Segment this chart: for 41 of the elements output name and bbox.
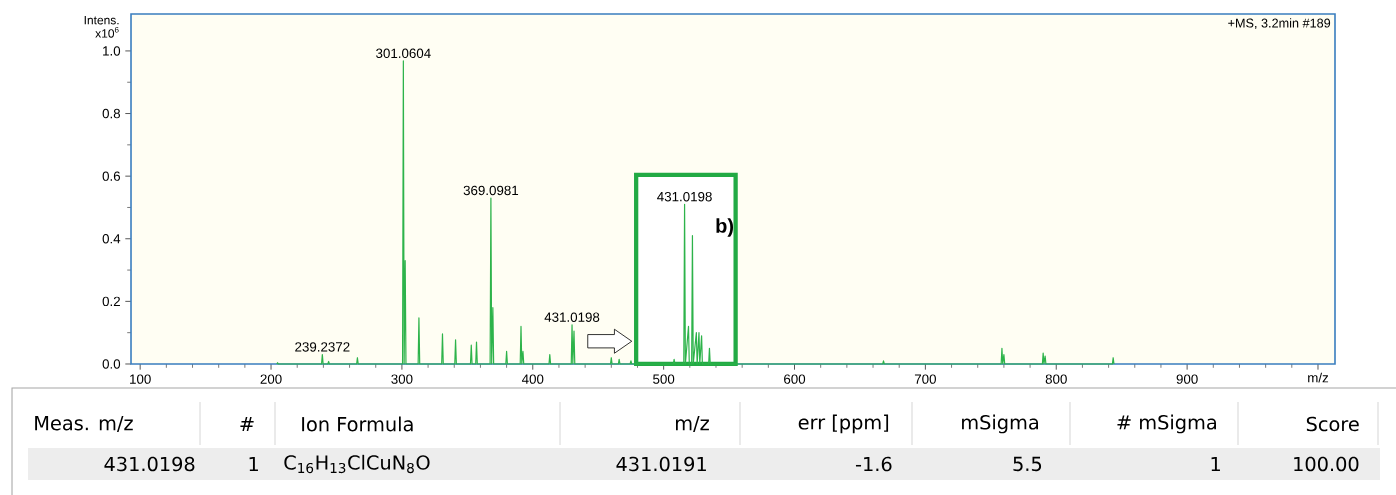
annotation: +MS, 3.2min #189 bbox=[1228, 18, 1331, 30]
x-tick-label: 100 bbox=[130, 374, 151, 384]
x-tick-label: 800 bbox=[1045, 374, 1067, 384]
line-series bbox=[276, 60, 1115, 365]
text: 431.0191 bbox=[616, 456, 706, 472]
y-tick-label: 1.0 bbox=[103, 46, 121, 56]
annotation: 239.2372 bbox=[295, 342, 350, 352]
text: # bbox=[240, 417, 254, 431]
text: 431.0198 bbox=[104, 456, 195, 472]
text: Score bbox=[1306, 416, 1359, 432]
y-axis-title: Intens. x10$^{6}$ bbox=[84, 16, 119, 38]
text: err [ppm] bbox=[798, 414, 889, 434]
text: -1.6 bbox=[855, 456, 892, 472]
y-tick-label: 0.2 bbox=[102, 296, 120, 307]
band-label: b) bbox=[716, 218, 734, 237]
text: 100.00 bbox=[1294, 456, 1359, 472]
x-tick-label: 300 bbox=[391, 374, 413, 384]
x-axis-title: m/z bbox=[1308, 372, 1329, 383]
x-tick-label: 200 bbox=[260, 374, 282, 384]
text: Ion Formula bbox=[302, 416, 413, 432]
y-tick-label: 0.6 bbox=[102, 171, 121, 181]
text: 1 bbox=[1211, 456, 1220, 472]
annotation: 369.0981 bbox=[463, 185, 519, 196]
text: # mSigma bbox=[1117, 414, 1216, 434]
text: m/z bbox=[676, 416, 709, 432]
text: mSigma bbox=[962, 414, 1038, 434]
text: 1 bbox=[249, 456, 258, 472]
annotation: 301.0604 bbox=[376, 48, 431, 59]
annotation: 431.0198 bbox=[544, 312, 600, 322]
text: C$_{16}$H$_{13}$ClCuN$_{8}$O bbox=[284, 454, 430, 474]
y-tick-label: 0.8 bbox=[102, 108, 121, 119]
x-tick-label: 400 bbox=[521, 374, 544, 384]
y-tick-label: 0.4 bbox=[102, 234, 121, 244]
y-tick-label: 0.0 bbox=[102, 359, 121, 369]
text: Meas. m/z bbox=[35, 416, 133, 432]
x-tick-label: 700 bbox=[914, 374, 936, 384]
text: 5.5 bbox=[1013, 456, 1042, 472]
x-tick-label: 500 bbox=[653, 374, 675, 384]
annotation: 431.0198 bbox=[657, 191, 712, 202]
x-tick-label: 900 bbox=[1176, 374, 1198, 384]
x-tick-label: 600 bbox=[784, 374, 806, 384]
